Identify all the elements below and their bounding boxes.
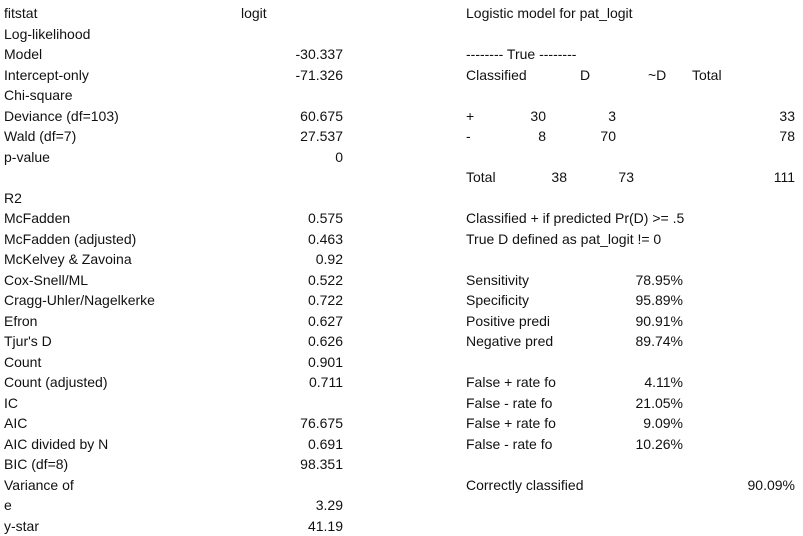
stat-label: e [4, 497, 12, 513]
stat-label: Efron [4, 312, 38, 329]
table-cell: 3 [608, 107, 616, 124]
stat-label: IC [4, 394, 18, 411]
stat-value: 21.05% [635, 394, 683, 411]
stat-value: 0.691 [307, 435, 343, 452]
stat-label: Positive predi [466, 312, 551, 329]
stat-value: 27.537 [300, 128, 343, 144]
stat-label: False - rate fo [466, 394, 553, 411]
stat-label: Cragg-Uhler/Nagelkerke [4, 292, 155, 308]
table-cell: 33 [779, 107, 795, 124]
stat-value: 90.09% [747, 476, 795, 493]
note: True D defined as pat_logit != 0 [466, 230, 662, 247]
stat-value: 0.575 [307, 210, 343, 226]
stat-label: Tjur's D [4, 333, 52, 349]
stat-value: 0.463 [307, 230, 343, 247]
table-total: 73 [618, 169, 634, 185]
stat-label: p-value [4, 148, 50, 165]
stat-value: 90.91% [635, 312, 683, 329]
stat-label: Correctly classified [466, 476, 584, 493]
stat-value: 0.711 [309, 374, 343, 390]
stat-label: False - rate fo [466, 435, 553, 452]
stat-value: 98.351 [300, 456, 343, 472]
stat-label: False + rate fo [466, 374, 556, 390]
table-total: Total [466, 169, 496, 185]
table-cell: 78 [779, 128, 795, 144]
table-header: D [580, 66, 591, 83]
table-cell: - [466, 128, 471, 144]
stat-label: Chi-square [4, 87, 73, 103]
stat-label: AIC divided by N [4, 435, 109, 452]
stat-label: Log-likelihood [4, 25, 91, 42]
stat-label: Negative pred [466, 333, 554, 349]
table-total: 38 [551, 169, 567, 185]
model-title: Logistic model for pat_logit [466, 5, 633, 21]
stat-value: 0.626 [307, 333, 343, 349]
stat-label: Specificity [466, 292, 530, 308]
stat-label: Intercept-only [4, 66, 89, 83]
stat-label: Count [4, 353, 42, 370]
stat-label: Model [4, 46, 43, 62]
stat-value: 89.74% [635, 333, 683, 349]
table-cell: + [466, 107, 475, 124]
stat-value: 95.89% [635, 292, 683, 308]
table-cell: 8 [538, 128, 546, 144]
stat-value: 0.627 [307, 312, 343, 329]
stat-label: BIC (df=8) [4, 456, 69, 472]
stat-value: -30.337 [295, 46, 343, 62]
stat-value: 0.722 [307, 292, 343, 308]
stat-value: 4.11% [644, 374, 683, 390]
stat-value: 78.95% [635, 271, 683, 288]
stat-value: 41.19 [307, 517, 343, 534]
stat-value: 60.675 [300, 107, 343, 124]
table-banner: -------- True -------- [466, 46, 577, 62]
stat-label: Deviance (df=103) [4, 107, 119, 124]
stat-label: R2 [4, 189, 22, 206]
stat-label: Variance of [4, 476, 74, 493]
stat-label: McFadden [4, 210, 71, 226]
table-header: ~D [648, 66, 667, 83]
stat-value: 3.29 [315, 497, 343, 513]
stat-label: y-star [4, 517, 39, 534]
stat-value: 0.901 [307, 353, 343, 370]
stat-label: McKelvey & Zavoina [4, 251, 132, 267]
stat-label: AIC [4, 415, 28, 431]
column-header: fitstat [4, 5, 38, 21]
stat-value: 76.675 [300, 415, 343, 431]
stat-value: 0.522 [307, 271, 343, 288]
stat-value: 9.09% [643, 415, 683, 431]
stat-label: Sensitivity [466, 271, 530, 288]
stat-value: 10.26% [635, 435, 683, 452]
column-header: logit [241, 5, 267, 21]
stat-label: Count (adjusted) [4, 374, 108, 390]
table-cell: 70 [600, 128, 616, 144]
stat-label: Wald (df=7) [4, 128, 77, 144]
table-header: Total [692, 66, 722, 83]
note: Classified + if predicted Pr(D) >= .5 [466, 210, 685, 226]
stat-label: False + rate fo [466, 415, 556, 431]
stat-value: -71.326 [295, 66, 343, 83]
stat-label: McFadden (adjusted) [4, 230, 137, 247]
table-header: Classified [466, 66, 527, 83]
stat-value: 0.92 [315, 251, 343, 267]
stat-label: Cox-Snell/ML [4, 271, 89, 288]
table-cell: 30 [530, 107, 546, 124]
table-total: 111 [773, 169, 795, 185]
stat-value: 0 [335, 148, 343, 165]
